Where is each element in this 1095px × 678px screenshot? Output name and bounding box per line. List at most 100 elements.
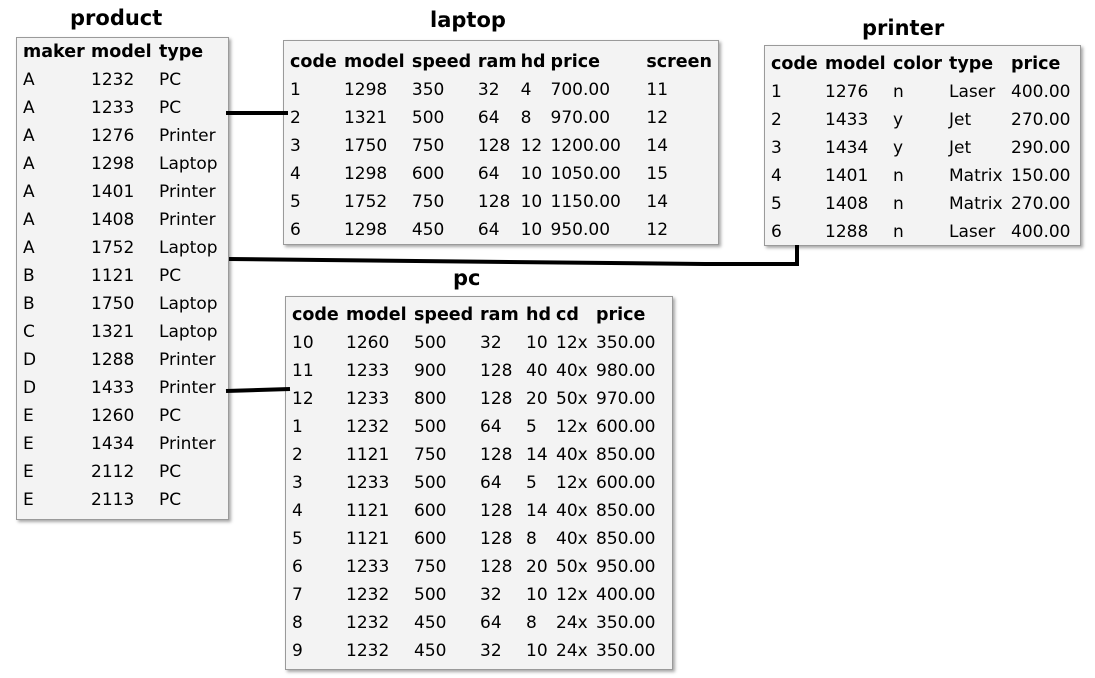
cell-maker: E (23, 434, 34, 454)
cell-hd: 20 (526, 557, 548, 577)
cell-model: 1750 (91, 294, 135, 314)
cell-price: 400.00 (1011, 222, 1071, 242)
cell-cd: 12x (556, 585, 588, 605)
cell-price: 850.00 (596, 501, 656, 521)
table-row: A 1276 Printer (21, 122, 220, 150)
cell-maker: B (23, 266, 35, 286)
column-header-speed: speed (411, 52, 472, 72)
cell-model: 1232 (346, 613, 390, 633)
printer-table-title: printer (862, 16, 945, 40)
cell-code: 6 (771, 222, 782, 242)
table-row: A 1233 PC (21, 94, 220, 122)
cell-hd: 12 (520, 136, 543, 156)
cell-ram: 64 (480, 417, 502, 437)
cell-hd: 8 (526, 529, 537, 549)
cell-type: PC (159, 462, 182, 482)
cell-hd: 10 (520, 220, 543, 240)
cell-screen: 14 (646, 136, 669, 156)
cell-type: Laser (949, 222, 996, 242)
cell-code: 6 (292, 557, 303, 577)
column-header-color: color (893, 54, 943, 74)
table-row: 6 1233 750 128 20 50x 950.00 (290, 553, 657, 581)
cell-maker: A (23, 98, 35, 118)
cell-code: 5 (771, 194, 782, 214)
cell-color: n (893, 82, 904, 102)
cell-cd: 12x (556, 333, 588, 353)
cell-code: 5 (290, 192, 301, 212)
cell-hd: 5 (526, 417, 537, 437)
cell-type: Jet (949, 138, 972, 158)
cell-model: 1752 (343, 192, 388, 212)
cell-model: 1121 (346, 501, 390, 521)
table-row: 5 1752 750 128 10 1150.00 14 (288, 188, 714, 216)
column-header-hd: hd (520, 52, 546, 72)
product-pc-connector (225, 387, 291, 393)
cell-hd: 10 (526, 585, 548, 605)
table-row: A 1752 Laptop (21, 234, 220, 262)
cell-speed: 500 (414, 417, 447, 437)
cell-maker: A (23, 70, 35, 90)
cell-screen: 12 (646, 220, 669, 240)
pc-table-title: pc (453, 266, 481, 290)
cell-hd: 10 (526, 641, 548, 661)
table-row: 4 1121 600 128 14 40x 850.00 (290, 497, 657, 525)
column-header-speed: speed (414, 305, 474, 325)
column-header-price: price (550, 52, 600, 72)
cell-hd: 10 (526, 333, 548, 353)
column-header-hd: hd (526, 305, 551, 325)
cell-maker: E (23, 462, 34, 482)
cell-code: 4 (290, 164, 301, 184)
cell-model: 1298 (343, 220, 388, 240)
clipped-text-fragment (790, 40, 1050, 43)
cell-ram: 128 (477, 136, 511, 156)
cell-model: 1408 (91, 210, 135, 230)
cell-speed: 500 (411, 108, 445, 128)
cell-model: 1232 (346, 585, 390, 605)
cell-ram: 128 (480, 557, 513, 577)
cell-cd: 12x (556, 473, 588, 493)
cell-model: 1752 (91, 238, 135, 258)
cell-model: 1321 (91, 322, 135, 342)
cell-type: Laptop (159, 322, 218, 342)
cell-price: 850.00 (596, 445, 656, 465)
cell-price: 600.00 (596, 417, 656, 437)
cell-ram: 64 (477, 220, 500, 240)
column-header-price: price (1011, 54, 1061, 74)
cell-price: 1050.00 (550, 164, 621, 184)
table-row: 8 1232 450 64 8 24x 350.00 (290, 609, 657, 637)
cell-code: 2 (292, 445, 303, 465)
table-row: A 1298 Laptop (21, 150, 220, 178)
cell-maker: A (23, 238, 35, 258)
cell-model: 1276 (91, 126, 135, 146)
table-row: 2 1121 750 128 14 40x 850.00 (290, 441, 657, 469)
cell-model: 1232 (346, 417, 390, 437)
cell-speed: 450 (411, 220, 445, 240)
cell-code: 8 (292, 613, 303, 633)
header-row: maker model type (21, 38, 220, 66)
column-header-type: type (159, 42, 204, 62)
cell-ram: 32 (480, 333, 502, 353)
cell-color: y (893, 138, 904, 158)
clipped-text-fragment (285, 32, 565, 35)
table-row: A 1401 Printer (21, 178, 220, 206)
column-header-type: type (949, 54, 994, 74)
cell-hd: 14 (526, 501, 548, 521)
cell-price: 950.00 (596, 557, 656, 577)
cell-model: 1288 (91, 350, 135, 370)
cell-price: 950.00 (550, 220, 611, 240)
laptop-table-title: laptop (430, 8, 506, 32)
cell-screen: 15 (646, 164, 669, 184)
cell-price: 350.00 (596, 333, 656, 353)
cell-model: 1260 (91, 406, 135, 426)
cell-model: 1434 (91, 434, 135, 454)
cell-speed: 500 (414, 585, 447, 605)
table-row: 10 1260 500 32 10 12x 350.00 (290, 329, 657, 357)
table-row: 6 1288 n Laser 400.00 (769, 218, 1072, 245)
cell-type: PC (159, 406, 182, 426)
table-row: 3 1750 750 128 12 1200.00 14 (288, 132, 714, 160)
cell-model: 1401 (91, 182, 135, 202)
cell-hd: 8 (520, 108, 532, 128)
cell-code: 2 (771, 110, 782, 130)
cell-model: 1260 (346, 333, 390, 353)
cell-cd: 50x (556, 557, 588, 577)
